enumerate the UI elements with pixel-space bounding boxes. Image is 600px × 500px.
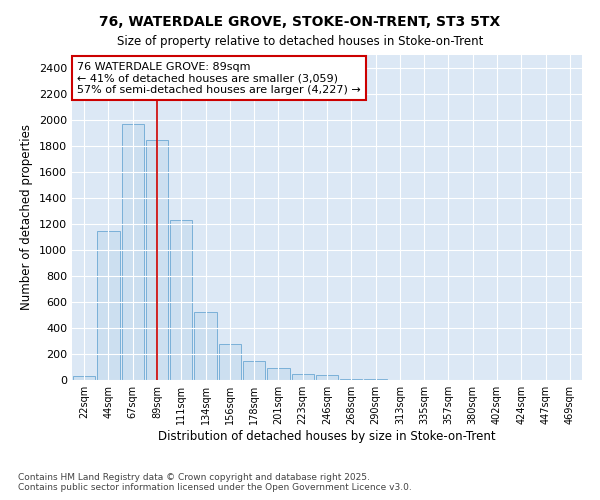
Bar [97, 230, 119, 380]
Bar [170, 220, 193, 380]
Bar [292, 374, 314, 380]
Bar [218, 344, 241, 380]
Bar [122, 124, 144, 380]
Bar [73, 376, 95, 380]
Text: 76, WATERDALE GROVE, STOKE-ON-TRENT, ST3 5TX: 76, WATERDALE GROVE, STOKE-ON-TRENT, ST3… [100, 15, 500, 29]
Bar [146, 140, 168, 380]
Y-axis label: Number of detached properties: Number of detached properties [20, 124, 34, 310]
X-axis label: Distribution of detached houses by size in Stoke-on-Trent: Distribution of detached houses by size … [158, 430, 496, 443]
Text: Contains HM Land Registry data © Crown copyright and database right 2025.
Contai: Contains HM Land Registry data © Crown c… [18, 473, 412, 492]
Text: 76 WATERDALE GROVE: 89sqm
← 41% of detached houses are smaller (3,059)
57% of se: 76 WATERDALE GROVE: 89sqm ← 41% of detac… [77, 62, 361, 94]
Bar [316, 376, 338, 380]
Text: Size of property relative to detached houses in Stoke-on-Trent: Size of property relative to detached ho… [117, 35, 483, 48]
Bar [194, 312, 217, 380]
Bar [267, 368, 290, 380]
Bar [243, 360, 265, 380]
